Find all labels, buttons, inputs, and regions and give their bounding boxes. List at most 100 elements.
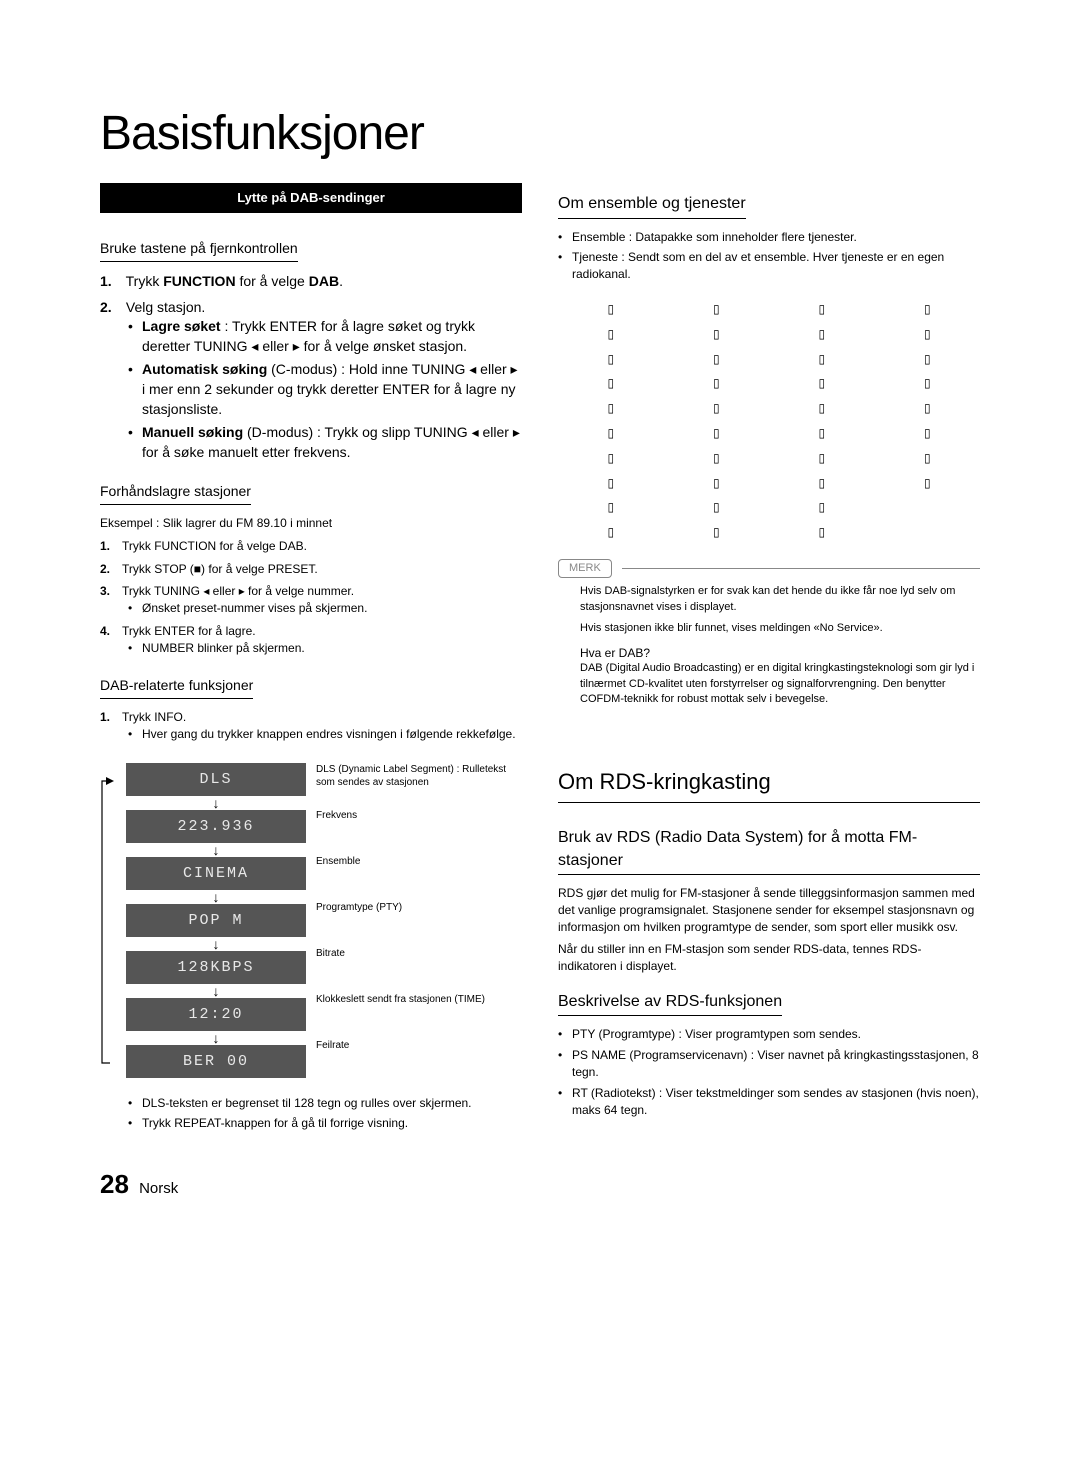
- grid-cell: ▯: [558, 446, 664, 471]
- display-stack: DLS↓223.936↓CINEMA↓POP M↓128KBPS↓12:20↓B…: [126, 763, 306, 1078]
- subhead-rds-use: Bruk av RDS (Radio Data System) for å mo…: [558, 827, 980, 875]
- display-row: 223.936: [126, 810, 306, 843]
- preset-step-4-note: NUMBER blinker på skjermen.: [128, 640, 522, 657]
- display-row: 12:20: [126, 998, 306, 1031]
- grid-cell: ▯: [769, 471, 875, 496]
- preset-steps: 1.Trykk FUNCTION for å velge DAB. 2.Tryk…: [100, 538, 522, 657]
- right-column: Om ensemble og tjenester Ensemble : Data…: [558, 183, 980, 1136]
- page-footer: 28 Norsk: [100, 1166, 980, 1202]
- grid-cell: ▯: [875, 347, 981, 372]
- post-bullet-2: Trykk REPEAT-knappen for å gå til forrig…: [128, 1115, 522, 1132]
- ensemble-example-grid: ▯▯▯▯▯▯▯▯▯▯▯▯▯▯▯▯▯▯▯▯▯▯▯▯▯▯▯▯▯▯▯▯▯▯▯▯▯▯: [558, 297, 980, 545]
- grid-cell: ▯: [875, 471, 981, 496]
- grid-cell: ▯: [769, 495, 875, 520]
- display-row-desc: Ensemble: [316, 855, 522, 895]
- grid-cell: ▯: [558, 371, 664, 396]
- down-arrow-icon: ↓: [126, 984, 306, 998]
- grid-cell: ▯: [558, 421, 664, 446]
- display-row: POP M: [126, 904, 306, 937]
- grid-cell: ▯: [664, 297, 770, 322]
- section-rds: Om RDS-kringkasting: [558, 767, 980, 803]
- page-title: Basisfunksjoner: [100, 100, 980, 167]
- post-bullet-1: DLS-teksten er begrenset til 128 tegn og…: [128, 1095, 522, 1112]
- step-1: 1. Trykk FUNCTION for å velge DAB.: [100, 272, 522, 292]
- rds-func-ps: PS NAME (Programservicenavn) : Viser nav…: [558, 1047, 980, 1081]
- display-row-desc: Frekvens: [316, 809, 522, 849]
- store-search: Lagre søket : Trykk ENTER for å lagre sø…: [128, 317, 522, 356]
- grid-cell: ▯: [875, 446, 981, 471]
- preset-step-3-note: Ønsket preset-nummer vises på skjermen.: [128, 600, 522, 617]
- display-row: BER 00: [126, 1045, 306, 1078]
- step-2: 2. Velg stasjon. Lagre søket : Trykk ENT…: [100, 298, 522, 463]
- grid-cell: ▯: [558, 471, 664, 496]
- subhead-preset: Forhåndslagre stasjoner: [100, 482, 251, 505]
- rds-func-list: PTY (Programtype) : Viser programtypen s…: [558, 1026, 980, 1118]
- step1-text: Trykk FUNCTION for å velge DAB.: [126, 273, 343, 289]
- grid-cell: ▯: [875, 396, 981, 421]
- rds-para-1: RDS gjør det mulig for FM-stasjoner å se…: [558, 885, 980, 935]
- grid-cell: ▯: [769, 520, 875, 545]
- grid-cell: ▯: [664, 396, 770, 421]
- ensemble-bullets: Ensemble : Datapakke som inneholder fler…: [558, 229, 980, 283]
- post-diagram-bullets: DLS-teksten er begrenset til 128 tegn og…: [100, 1095, 522, 1133]
- display-row: DLS: [126, 763, 306, 796]
- grid-cell: ▯: [769, 371, 875, 396]
- merk-notes: Hvis DAB-signalstyrken er for svak kan d…: [558, 584, 980, 636]
- hva-er-dab-text: DAB (Digital Audio Broadcasting) er en d…: [558, 661, 980, 707]
- hva-er-dab: Hva er DAB?: [558, 645, 980, 662]
- page-lang: Norsk: [139, 1180, 178, 1197]
- grid-cell: ▯: [875, 297, 981, 322]
- merk-separator: [622, 568, 980, 569]
- down-arrow-icon: ↓: [126, 937, 306, 951]
- step2-bullets: Lagre søket : Trykk ENTER for å lagre sø…: [100, 317, 522, 462]
- page-number: 28: [100, 1169, 129, 1199]
- subhead-rds-desc: Beskrivelse av RDS-funksjonen: [558, 991, 782, 1016]
- rds-func-rt: RT (Radiotekst) : Viser tekstmeldinger s…: [558, 1085, 980, 1119]
- step2-text: Velg stasjon.: [126, 299, 205, 315]
- grid-cell: ▯: [664, 322, 770, 347]
- grid-cell: ▯: [558, 520, 664, 545]
- down-arrow-icon: ↓: [126, 843, 306, 857]
- merk-note-2: Hvis stasjonen ikke blir funnet, vises m…: [580, 621, 980, 636]
- grid-cell: ▯: [664, 371, 770, 396]
- grid-cell: ▯: [769, 347, 875, 372]
- preset-intro: Eksempel : Slik lagrer du FM 89.10 i min…: [100, 515, 522, 532]
- grid-cell: ▯: [558, 396, 664, 421]
- grid-cell: ▯: [769, 297, 875, 322]
- preset-step-4: 4.Trykk ENTER for å lagre. NUMBER blinke…: [100, 623, 522, 657]
- manual-search: Manuell søking (D-modus) : Trykk og slip…: [128, 423, 522, 462]
- info-steps: 1.Trykk INFO. Hver gang du trykker knapp…: [100, 709, 522, 743]
- subhead-dab-related: DAB-relaterte funksjoner: [100, 676, 253, 699]
- preset-step-2: 2.Trykk STOP (■) for å velge PRESET.: [100, 561, 522, 578]
- rds-func-pty: PTY (Programtype) : Viser programtypen s…: [558, 1026, 980, 1043]
- ensemble-bullet-1: Ensemble : Datapakke som inneholder fler…: [558, 229, 980, 246]
- grid-cell: ▯: [769, 322, 875, 347]
- grid-cell: ▯: [558, 495, 664, 520]
- display-row-desc: DLS (Dynamic Label Segment) : Rulletekst…: [316, 763, 522, 803]
- rds-para-2: Når du stiller inn en FM-stasjon som sen…: [558, 941, 980, 975]
- grid-cell: ▯: [875, 322, 981, 347]
- grid-cell: ▯: [664, 471, 770, 496]
- display-row-desc: Klokkeslett sendt fra stasjonen (TIME): [316, 993, 522, 1033]
- grid-cell: ▯: [558, 322, 664, 347]
- dab-steps: 1. Trykk FUNCTION for å velge DAB. 2. Ve…: [100, 272, 522, 462]
- merk-badge: MERK: [558, 559, 612, 578]
- grid-cell: ▯: [664, 446, 770, 471]
- preset-step-1: 1.Trykk FUNCTION for å velge DAB.: [100, 538, 522, 555]
- preset-step-3: 3.Trykk TUNING ◂ eller ▸ for å velge num…: [100, 583, 522, 617]
- display-row-desc: Bitrate: [316, 947, 522, 987]
- grid-cell: ▯: [664, 347, 770, 372]
- grid-cell: ▯: [769, 446, 875, 471]
- left-column: Lytte på DAB-sendinger Bruke tastene på …: [100, 183, 522, 1136]
- ensemble-bullet-2: Tjeneste : Sendt som en del av et ensemb…: [558, 249, 980, 283]
- info-step-1: 1.Trykk INFO. Hver gang du trykker knapp…: [100, 709, 522, 743]
- auto-search: Automatisk søking (C-modus) : Hold inne …: [128, 360, 522, 419]
- merk-row: MERK: [558, 559, 980, 578]
- subhead-ensemble: Om ensemble og tjenester: [558, 193, 746, 218]
- down-arrow-icon: ↓: [126, 796, 306, 810]
- down-arrow-icon: ↓: [126, 890, 306, 904]
- merk-note-1: Hvis DAB-signalstyrken er for svak kan d…: [580, 584, 980, 615]
- grid-cell: ▯: [664, 495, 770, 520]
- grid-cell: ▯: [558, 347, 664, 372]
- grid-cell: ▯: [875, 421, 981, 446]
